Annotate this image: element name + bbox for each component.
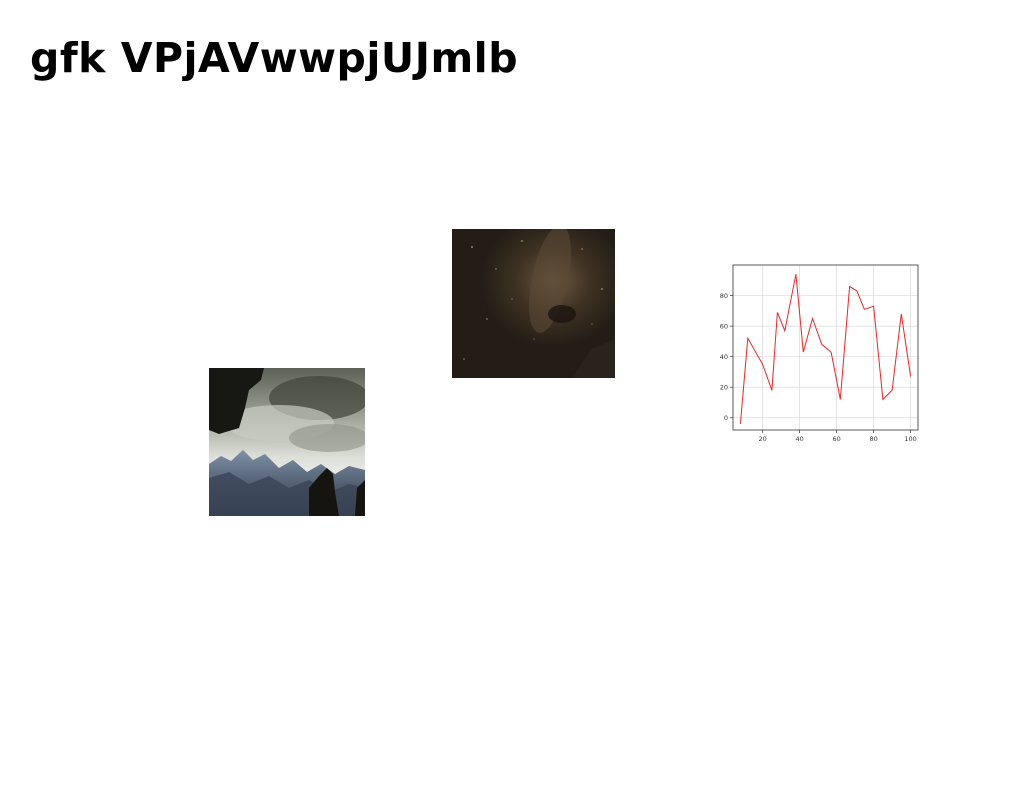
x-tick-label: 100 xyxy=(904,435,916,443)
x-tick-label: 80 xyxy=(869,435,877,443)
chart-svg: 20 40 60 80 100 0 20 40 60 80 xyxy=(720,264,919,443)
plot-frame xyxy=(732,264,919,431)
chart-series xyxy=(739,274,912,424)
line-chart: 20 40 60 80 100 0 20 40 60 80 xyxy=(712,255,928,447)
y-tick-label: 0 xyxy=(724,414,728,422)
x-tick-label: 60 xyxy=(832,435,840,443)
photo-milky-way xyxy=(452,229,615,378)
chart-ticks: 20 40 60 80 100 0 20 40 60 80 xyxy=(720,292,917,443)
x-tick-label: 40 xyxy=(795,435,803,443)
y-tick-label: 80 xyxy=(720,292,728,300)
x-tick-label: 20 xyxy=(758,435,766,443)
series-line xyxy=(739,274,912,424)
page-title: gfk VPjAVwwpjUJmlb xyxy=(30,34,519,82)
y-tick-label: 20 xyxy=(720,383,728,391)
photo-mountains-clouds xyxy=(209,368,365,516)
chart-grid xyxy=(733,265,918,430)
y-tick-label: 60 xyxy=(720,322,728,330)
y-tick-label: 40 xyxy=(720,353,728,361)
